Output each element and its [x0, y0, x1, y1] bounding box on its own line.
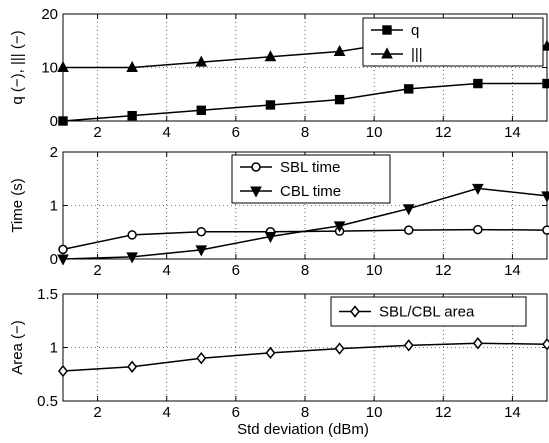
x-tick-label: 14	[504, 404, 521, 421]
data-point	[126, 60, 138, 72]
x-tick-label: 12	[435, 124, 452, 141]
data-point	[196, 226, 207, 237]
legend-marker	[251, 162, 261, 172]
x-tick-label: 10	[366, 404, 383, 421]
data-point	[404, 84, 414, 94]
x-tick-label: 14	[504, 262, 521, 279]
series-line-2	[62, 187, 548, 260]
panel-1: 2 4 6 8 10 12 14 0 10 20 q (−), ||| (−) q |||	[9, 6, 549, 141]
data-point	[333, 44, 346, 56]
data-point	[541, 39, 549, 51]
data-point	[127, 230, 137, 240]
x-tick-label: 2	[93, 262, 101, 279]
x-tick-label: 2	[93, 404, 101, 421]
data-point	[473, 78, 483, 89]
legend-label: CBL time	[280, 183, 341, 200]
data-point	[57, 60, 69, 72]
data-point	[127, 110, 137, 121]
data-point	[542, 78, 549, 89]
data-point	[541, 191, 549, 203]
x-tick-label: 4	[163, 124, 171, 141]
series-line-1	[62, 82, 547, 122]
x-tick-label: 8	[301, 262, 309, 279]
legend: SBL time CBL time	[231, 154, 391, 204]
legend-marker	[382, 25, 392, 35]
y-tick-label: 1	[50, 340, 58, 357]
x-tick-label: 10	[366, 124, 383, 141]
data-point	[472, 337, 483, 350]
y-tick-label: 0.5	[37, 393, 58, 410]
y-tick-label: 1.5	[37, 286, 58, 303]
data-point	[542, 338, 549, 351]
data-point	[264, 232, 277, 244]
y-tick-label: 0	[50, 251, 58, 268]
x-tick-label: 6	[232, 404, 240, 421]
data-point	[334, 342, 345, 355]
data-point	[542, 225, 549, 235]
legend-marker	[381, 47, 393, 59]
y-tick-label: 10	[41, 60, 58, 77]
y-tick-label: 0	[50, 113, 58, 130]
legend-label: SBL time	[280, 159, 340, 176]
x-tick-label: 4	[163, 404, 171, 421]
x-tick-label: 2	[93, 124, 101, 141]
data-point	[265, 346, 276, 360]
y-tick-label: 2	[50, 144, 58, 161]
x-axis-label: Std deviation (dBm)	[237, 421, 369, 438]
series-line-1	[62, 342, 548, 372]
legend-box	[362, 17, 544, 67]
data-point	[58, 116, 68, 126]
x-tick-label: 8	[301, 124, 309, 141]
panel-3: 2 4 6 8 10 12 14 0.5 1 1.5 Area (−) Std deviation (…	[9, 286, 549, 438]
data-point	[195, 245, 208, 257]
legend-marker	[250, 186, 262, 198]
legend-label: |||	[411, 46, 423, 63]
y-axis-label: Time (s)	[9, 178, 26, 232]
data-point	[402, 204, 415, 216]
data-point	[333, 221, 346, 233]
y-axis-label: Area (−)	[9, 320, 26, 375]
legend-marker	[350, 305, 360, 318]
data-point	[195, 55, 208, 67]
x-tick-label: 6	[232, 124, 240, 141]
y-axis-label: q (−), ||| (−)	[9, 30, 26, 104]
data-point	[403, 225, 414, 235]
y-tick-label: 20	[41, 6, 58, 23]
data-point	[403, 339, 414, 352]
data-point	[127, 360, 138, 373]
x-tick-label: 6	[232, 262, 240, 279]
legend-label: SBL/CBL area	[379, 304, 475, 321]
x-tick-label: 4	[163, 262, 171, 279]
x-tick-label: 14	[504, 124, 521, 141]
data-point	[334, 94, 345, 105]
x-tick-label: 10	[366, 262, 383, 279]
data-point	[126, 252, 138, 264]
y-tick-label: 1	[50, 198, 58, 215]
legend: SBL/CBL area	[330, 296, 527, 327]
legend-label: q	[411, 22, 419, 39]
x-tick-label: 12	[435, 262, 452, 279]
data-point	[58, 244, 68, 255]
data-point	[196, 105, 206, 115]
data-point	[265, 100, 276, 110]
data-point	[58, 364, 68, 378]
data-point	[264, 50, 277, 62]
data-point	[57, 254, 69, 266]
x-tick-label: 12	[435, 404, 452, 421]
x-tick-label: 8	[301, 404, 309, 421]
data-point	[196, 351, 207, 365]
data-point	[472, 183, 484, 195]
data-point	[473, 224, 483, 235]
legend: q |||	[362, 17, 544, 67]
